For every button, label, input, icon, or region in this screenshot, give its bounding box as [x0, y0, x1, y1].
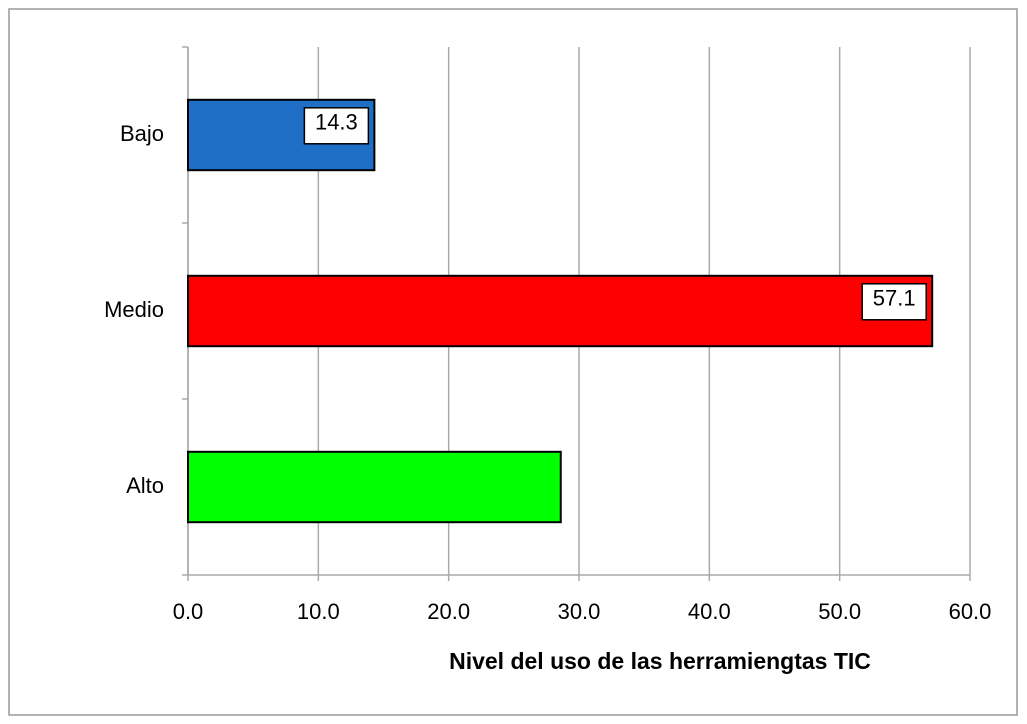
- x-tick-label: 0.0: [173, 599, 204, 624]
- x-tick-label: 30.0: [558, 599, 601, 624]
- bar: [187, 450, 562, 524]
- x-tick-label: 40.0: [688, 599, 731, 624]
- y-tick-label: Medio: [104, 297, 164, 322]
- chart-frame: [8, 8, 1018, 716]
- bar: [187, 274, 934, 348]
- x-tick-label: 60.0: [949, 599, 992, 624]
- x-axis-title: Nivel del uso de las herramiengtas TIC: [449, 648, 871, 674]
- data-label-box: [861, 283, 927, 321]
- x-tick-label: 50.0: [818, 599, 861, 624]
- data-label: 14.3: [315, 110, 358, 135]
- y-tick-label: Bajo: [120, 121, 164, 146]
- x-tick-label: 10.0: [297, 599, 340, 624]
- data-label-box: [303, 107, 370, 145]
- y-tick-label: Alto: [126, 473, 164, 498]
- x-tick-label: 20.0: [427, 599, 470, 624]
- data-label: 57.1: [873, 286, 916, 311]
